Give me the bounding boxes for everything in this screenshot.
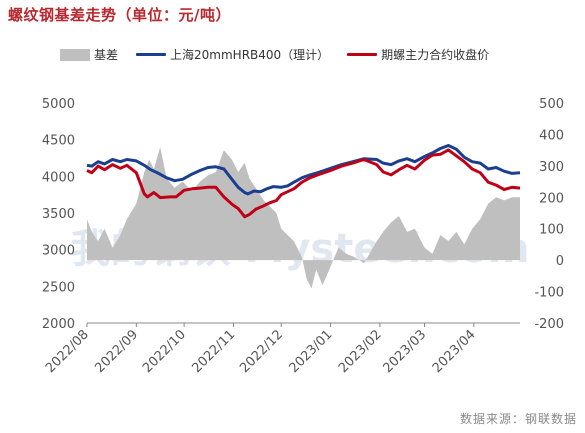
x-tick-label: 2022/11 xyxy=(189,327,238,376)
x-tick-label: 2022/12 xyxy=(237,327,286,376)
x-tick-label: 2022/10 xyxy=(140,327,189,376)
legend-item-spot: 上海20mmHRB400（理计） xyxy=(136,46,329,63)
y-right-tick-label: 200 xyxy=(539,191,564,206)
y-right-tick-label: 100 xyxy=(539,223,564,238)
series-futures-line xyxy=(86,148,521,219)
y-right-tick-label: 300 xyxy=(539,160,564,175)
y-left-tick-label: 4000 xyxy=(42,170,75,185)
legend-swatch-basis xyxy=(60,48,90,61)
x-tick-label: 2023/01 xyxy=(287,327,336,376)
series-spot-line xyxy=(86,144,521,196)
y-left-tick-label: 2500 xyxy=(42,280,75,295)
series-basis-area xyxy=(87,147,520,289)
x-tick-label: 2022/09 xyxy=(92,327,141,376)
y-left-tick-label: 3500 xyxy=(42,207,75,222)
y-right-tick-label: 500 xyxy=(539,97,564,112)
y-left-tick-label: 2000 xyxy=(42,317,75,332)
y-left-tick-label: 4500 xyxy=(42,134,75,149)
legend-label-spot: 上海20mmHRB400（理计） xyxy=(170,48,330,62)
x-tick-label: 2023/04 xyxy=(430,327,479,376)
legend-label-futures: 期螺主力合约收盘价 xyxy=(381,48,490,62)
legend-label-basis: 基差 xyxy=(94,48,119,62)
legend-swatch-spot xyxy=(136,53,167,56)
y-right-tick-label: 400 xyxy=(539,128,564,143)
data-source-note: 数据来源：钢联数据 xyxy=(459,412,577,426)
x-tick-label: 2023/03 xyxy=(381,327,430,376)
chart-legend: 基差 上海20mmHRB400（理计） 期螺主力合约收盘价 xyxy=(60,46,507,63)
y-right-tick-label: 0 xyxy=(556,254,564,269)
x-tick-label: 2023/02 xyxy=(336,327,385,376)
y-left-tick-label: 5000 xyxy=(42,97,75,112)
legend-item-basis: 基差 xyxy=(60,46,118,63)
y-right-tick-label: -200 xyxy=(534,317,564,332)
legend-swatch-futures xyxy=(347,53,378,56)
chart-title: 螺纹钢基差走势（单位：元/吨） xyxy=(8,6,231,24)
x-tick-label: 2022/08 xyxy=(43,327,92,376)
legend-item-futures: 期螺主力合约收盘价 xyxy=(347,46,489,63)
y-left-tick-label: 3000 xyxy=(42,244,75,259)
y-right-tick-label: -100 xyxy=(534,286,564,301)
